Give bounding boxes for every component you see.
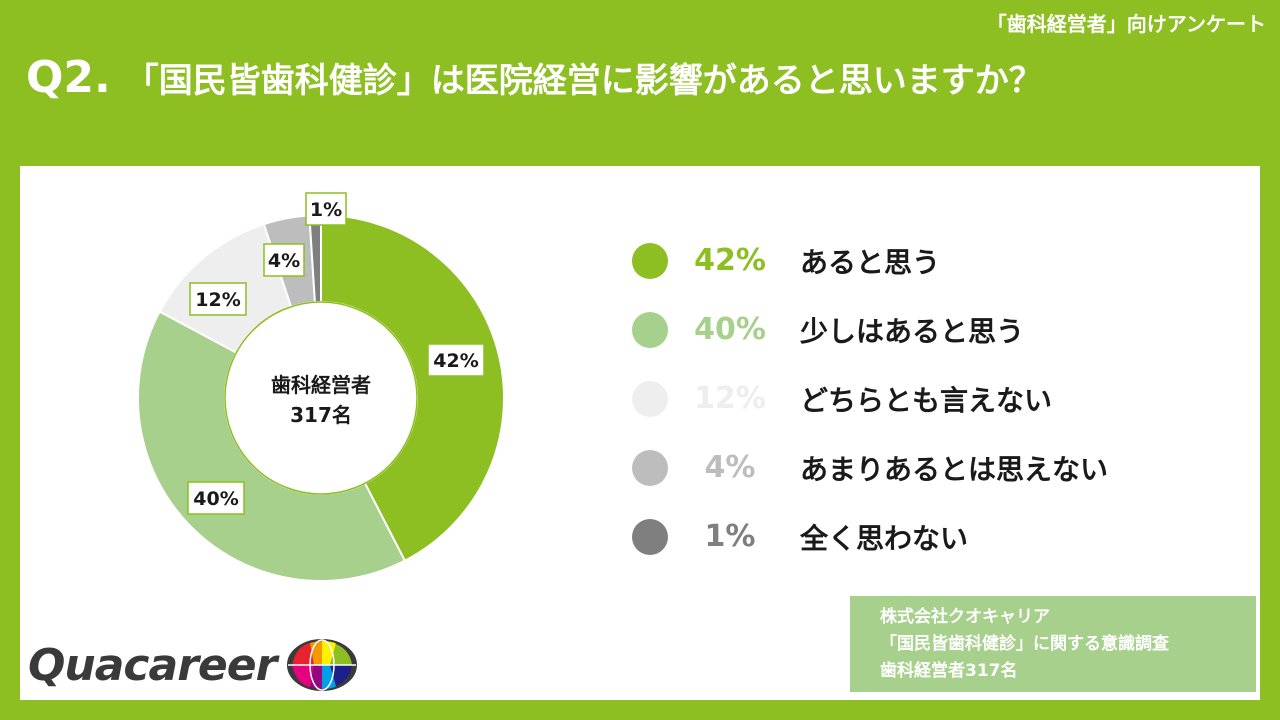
legend-percent: 1% (704, 519, 756, 554)
center-label: 317名 (290, 403, 352, 427)
legend-item: 12% どちらとも言えない (632, 364, 1108, 433)
globe-logo-icon (287, 639, 358, 691)
data-label: 4% (263, 243, 305, 277)
data-label: 42% (427, 343, 485, 377)
legend-label: 少しはあると思う (800, 314, 1025, 348)
legend-swatch (632, 380, 668, 417)
survey-tag: 「歯科経営者」向けアンケート (986, 12, 1266, 36)
logo-text: Quacareer (28, 639, 277, 691)
center-label: 歯科経営者 (271, 373, 371, 397)
legend-percent: 42% (694, 243, 766, 278)
legend-percent: 4% (704, 450, 756, 485)
data-label: 12% (189, 282, 247, 316)
data-label: 1% (305, 192, 347, 226)
data-label: 40% (187, 481, 245, 515)
legend-item: 1% 全く思わない (632, 502, 1108, 571)
svg-text:42%: 42% (433, 350, 478, 372)
svg-text:12%: 12% (195, 289, 240, 311)
legend-label: どちらとも言えない (800, 383, 1053, 417)
svg-text:1%: 1% (310, 199, 342, 221)
legend-label: あまりあるとは思えない (800, 452, 1109, 486)
question-number: Q2. (26, 52, 111, 103)
legend-label: 全く思わない (800, 521, 969, 555)
svg-text:4%: 4% (268, 250, 300, 272)
legend-item: 40% 少しはあると思う (632, 295, 1108, 364)
legend-label: あると思う (800, 245, 941, 279)
source-line: 株式会社クオキャリア (880, 607, 1050, 627)
donut-chart: 歯科経営者 317名 42% 40% 12% 4% 1% (137, 192, 505, 582)
legend-item: 4% あまりあるとは思えない (632, 433, 1108, 502)
source-box: 株式会社クオキャリア 「国民皆歯科健診」に関する意識調査 歯科経営者317名 (850, 596, 1256, 692)
svg-text:40%: 40% (193, 488, 238, 510)
legend-percent: 40% (694, 312, 766, 347)
legend-swatch (632, 518, 668, 555)
legend: 42% あると思う 40% 少しはあると思う 12% どちらとも言えない 4% あまりあるとは… (632, 226, 1108, 571)
question-text: 「国民皆歯科健診」は医院経営に影響があると思いますか？ (124, 61, 1043, 101)
source-line: 「国民皆歯科健診」に関する意識調査 (880, 634, 1169, 654)
legend-percent: 12% (694, 381, 766, 416)
legend-swatch (632, 449, 668, 486)
legend-swatch (632, 242, 668, 279)
legend-item: 42% あると思う (632, 226, 1108, 295)
chart-panel: 歯科経営者 317名 42% 40% 12% 4% 1% 42% あると思う 40% 少しはあると… (20, 166, 1260, 700)
source-line: 歯科経営者317名 (880, 661, 1018, 681)
logo-area: Quacareer (20, 630, 376, 700)
question-heading: Q2. 「国民皆歯科健診」は医院経営に影響があると思いますか？ (26, 52, 1043, 103)
legend-swatch (632, 311, 668, 348)
donut-hole (224, 301, 418, 495)
